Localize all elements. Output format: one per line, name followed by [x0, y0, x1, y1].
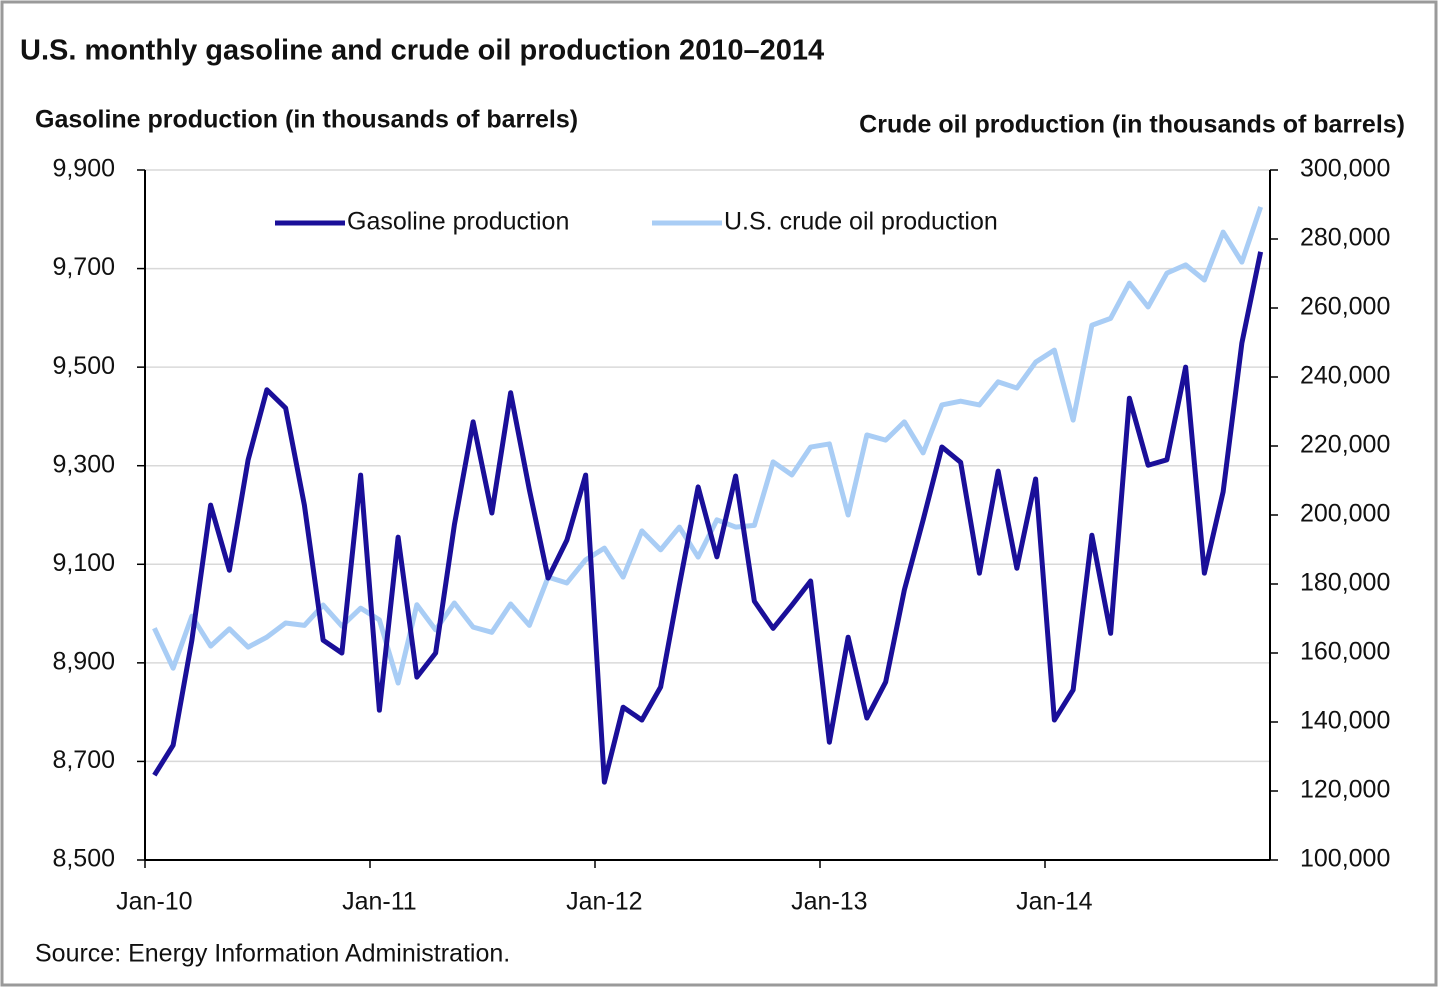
- y-tick-label: 8,700: [52, 746, 115, 774]
- chart-title: U.S. monthly gasoline and crude oil prod…: [20, 35, 824, 67]
- y-axis-title: Gasoline production (in thousands of bar…: [35, 106, 578, 134]
- y2-tick-label: 180,000: [1300, 569, 1390, 597]
- series-line: [152, 251, 1264, 785]
- y2-tick-label: 140,000: [1300, 707, 1390, 735]
- y-tick-label: 9,700: [52, 253, 115, 281]
- y-tick-label: 9,900: [52, 155, 115, 183]
- y-tick-label: 9,100: [52, 549, 115, 577]
- y2-tick-label: 280,000: [1300, 224, 1390, 252]
- legend-label: U.S. crude oil production: [724, 208, 998, 236]
- y2-tick-label: 240,000: [1300, 362, 1390, 390]
- y-tick-label: 9,300: [52, 450, 115, 478]
- y2-tick-label: 120,000: [1300, 776, 1390, 804]
- series-line: [152, 206, 1263, 686]
- y2-tick-label: 220,000: [1300, 431, 1390, 459]
- x-tick-label: Jan-14: [1016, 888, 1093, 916]
- y-tick-label: 9,500: [52, 352, 115, 380]
- x-tick-label: Jan-11: [342, 888, 417, 916]
- y2-tick-label: 200,000: [1300, 500, 1390, 528]
- y-tick-label: 8,500: [52, 845, 115, 873]
- y2-tick-label: 260,000: [1300, 293, 1390, 321]
- y2-axis-title: Crude oil production (in thousands of ba…: [859, 111, 1405, 139]
- y2-tick-label: 100,000: [1300, 845, 1390, 873]
- x-tick-label: Jan-10: [116, 888, 192, 916]
- y2-tick-label: 160,000: [1300, 638, 1390, 666]
- source-note: Source: Energy Information Administratio…: [35, 940, 510, 968]
- y2-tick-label: 300,000: [1300, 155, 1390, 183]
- legend-label: Gasoline production: [347, 208, 569, 236]
- x-tick-label: Jan-12: [566, 888, 642, 916]
- y-tick-label: 8,900: [52, 647, 115, 675]
- x-tick-label: Jan-13: [791, 888, 867, 916]
